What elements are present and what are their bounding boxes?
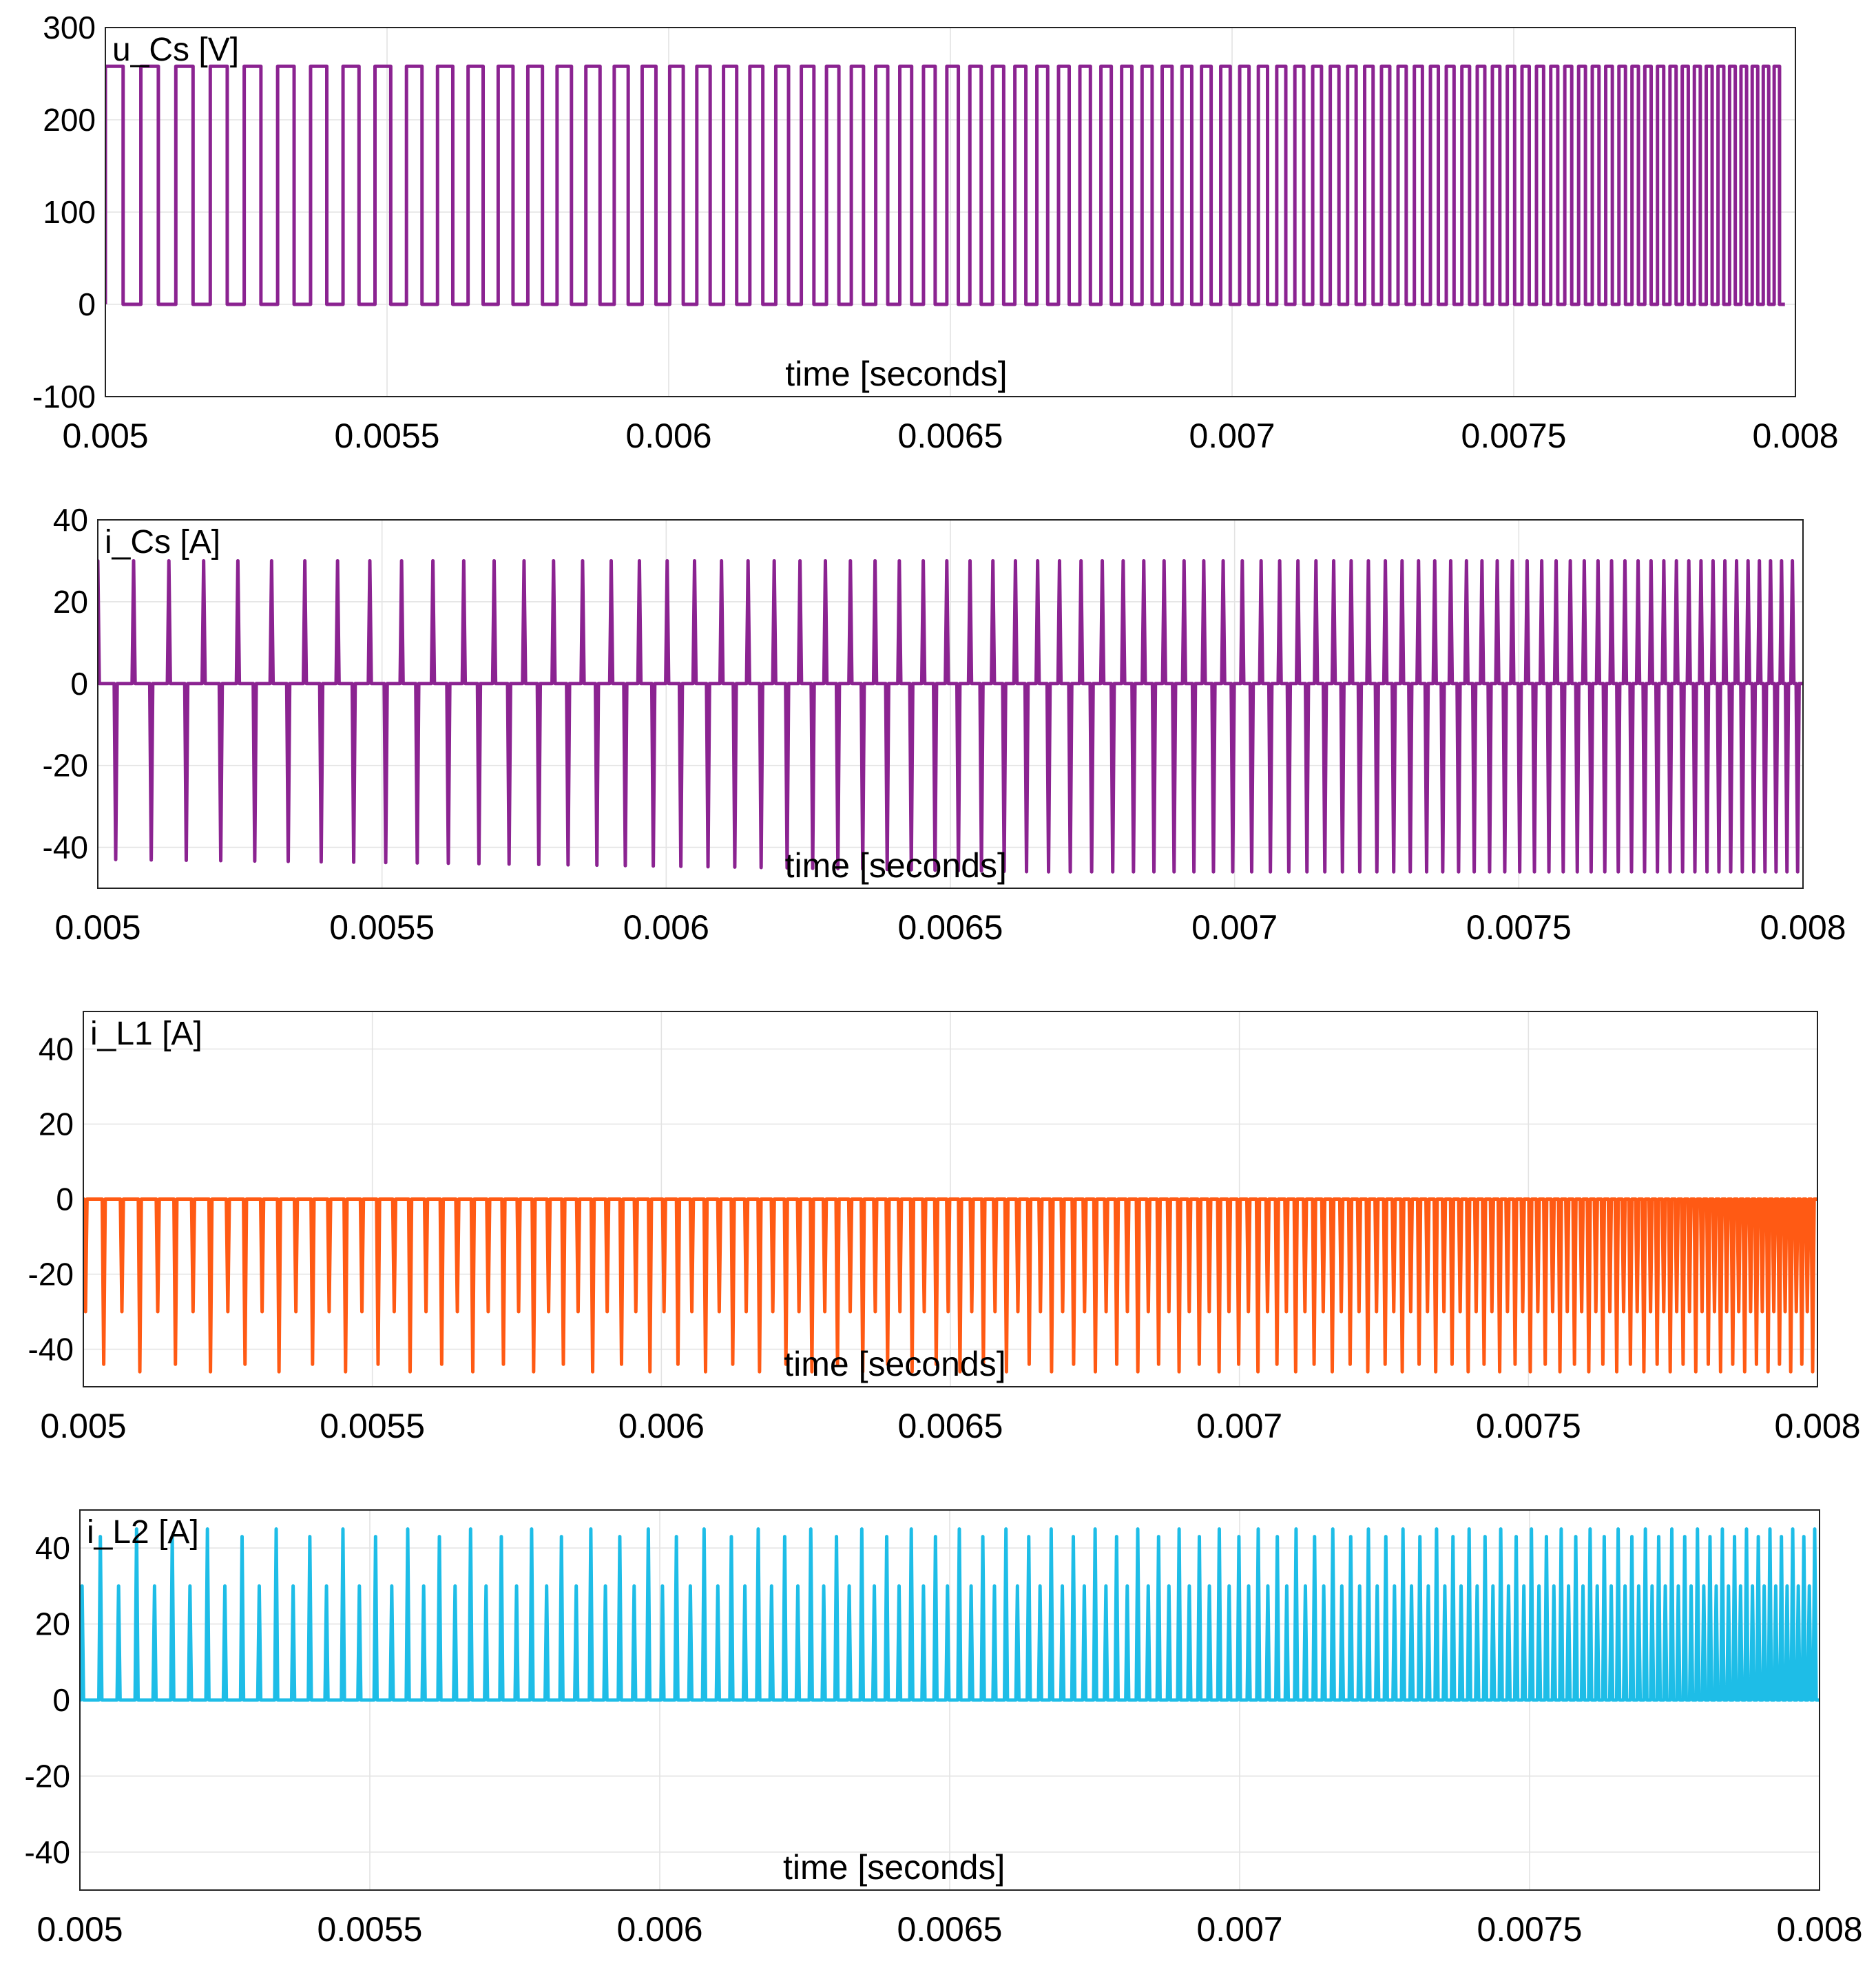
x-tick-label: 0.0055 xyxy=(335,417,440,455)
x-tick-label: 0.0055 xyxy=(317,1910,423,1949)
y-tick-label: 20 xyxy=(35,1606,70,1642)
x-tick-label: 0.0075 xyxy=(1466,908,1572,947)
y-tick-label: 0 xyxy=(78,286,96,322)
x-tick-label: 0.005 xyxy=(40,1407,126,1445)
y-tick-label: -40 xyxy=(43,830,88,866)
x-tick-label: 0.007 xyxy=(1191,908,1278,947)
panel-title: i_Cs [A] xyxy=(105,524,220,560)
x-tick-label: 0.0055 xyxy=(320,1407,425,1445)
x-tick-label: 0.0065 xyxy=(897,1910,1003,1949)
x-axis-label: time [seconds] xyxy=(785,846,1007,885)
x-tick-label: 0.006 xyxy=(618,1407,705,1445)
x-tick-label: 0.008 xyxy=(1760,908,1846,947)
x-tick-label: 0.008 xyxy=(1752,417,1838,455)
y-tick-label: -20 xyxy=(28,1257,74,1292)
x-axis-label: time [seconds] xyxy=(784,1345,1005,1383)
x-tick-label: 0.0065 xyxy=(898,1407,1003,1445)
series-line-u_Cs xyxy=(105,64,1785,306)
y-tick-label: 40 xyxy=(53,502,88,538)
series-line-i_L1 xyxy=(83,1197,1817,1374)
x-tick-label: 0.008 xyxy=(1774,1407,1860,1445)
y-tick-label: 20 xyxy=(53,584,88,620)
x-axis-label: time [seconds] xyxy=(785,355,1007,393)
chart-panel-3: -40 -20 0 20 40 0.005 0.0055 0.006 0.0065 0.007 0.… xyxy=(28,1011,1861,1445)
x-tick-label: 0.007 xyxy=(1189,417,1275,455)
y-tick-label: 200 xyxy=(43,102,96,138)
y-tick-label: -100 xyxy=(32,379,96,415)
x-tick-label: 0.0065 xyxy=(898,908,1003,947)
y-tick-label: 0 xyxy=(52,1682,70,1718)
y-tick-label: -40 xyxy=(25,1834,70,1870)
x-tick-label: 0.006 xyxy=(616,1910,702,1949)
y-tick-label: 100 xyxy=(43,194,96,230)
y-tick-label: 40 xyxy=(35,1530,70,1566)
series-line-i_L2 xyxy=(80,1527,1820,1702)
panel-title: i_L1 [A] xyxy=(90,1016,202,1052)
x-tick-label: 0.005 xyxy=(62,417,148,455)
chart-panel-4: -40 -20 0 20 40 0.005 0.0055 0.006 0.0065 0.007 0.… xyxy=(25,1509,1863,1949)
x-tick-label: 0.0065 xyxy=(898,417,1003,455)
y-tick-label: 40 xyxy=(39,1031,74,1067)
y-tick-label: 300 xyxy=(43,10,96,45)
x-tick-label: 0.0075 xyxy=(1461,417,1567,455)
x-tick-label: 0.0075 xyxy=(1477,1910,1583,1949)
y-tick-label: -20 xyxy=(43,748,88,784)
x-tick-label: 0.005 xyxy=(54,908,140,947)
y-tick-label: -20 xyxy=(25,1758,70,1794)
y-tick-label: -40 xyxy=(28,1332,74,1367)
x-tick-label: 0.0055 xyxy=(329,908,435,947)
x-tick-label: 0.005 xyxy=(37,1910,123,1949)
panel-title: u_Cs [V] xyxy=(112,32,239,68)
x-tick-label: 0.007 xyxy=(1196,1407,1282,1445)
panel-title: i_L2 [A] xyxy=(87,1514,199,1551)
y-tick-label: 0 xyxy=(70,666,88,702)
y-tick-label: 20 xyxy=(39,1107,74,1142)
x-tick-label: 0.007 xyxy=(1196,1910,1282,1949)
x-tick-label: 0.0075 xyxy=(1476,1407,1581,1445)
chart-panel-1: -100 0 100 200 300 0.005 0.0055 0.006 0.0065 0.00… xyxy=(32,10,1839,455)
series-line-i_Cs xyxy=(98,558,1803,874)
x-axis-label: time [seconds] xyxy=(783,1848,1005,1887)
x-tick-label: 0.006 xyxy=(623,908,709,947)
x-tick-label: 0.008 xyxy=(1776,1910,1862,1949)
y-tick-label: 0 xyxy=(56,1182,74,1217)
x-tick-label: 0.006 xyxy=(625,417,711,455)
chart-panel-2: -40 -20 0 20 40 0.005 0.0055 0.006 0.0065 0.007 0.… xyxy=(43,502,1846,947)
